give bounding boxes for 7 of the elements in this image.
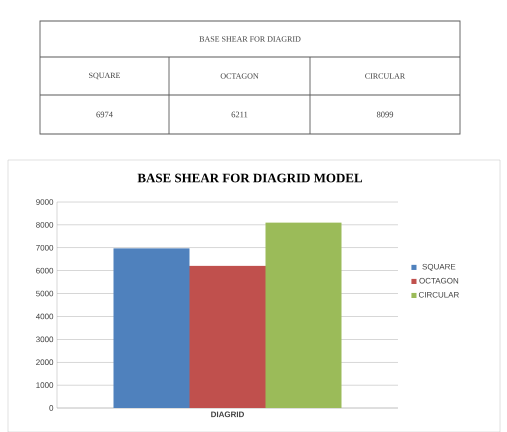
bar	[113, 248, 190, 408]
text: 6211	[232, 112, 248, 118]
bar	[266, 222, 342, 408]
bar	[190, 266, 266, 408]
chart-title: BASE SHEAR FOR DIAGRID MODEL	[138, 174, 362, 182]
text: 8099	[376, 112, 394, 118]
text: 6974	[96, 112, 113, 118]
